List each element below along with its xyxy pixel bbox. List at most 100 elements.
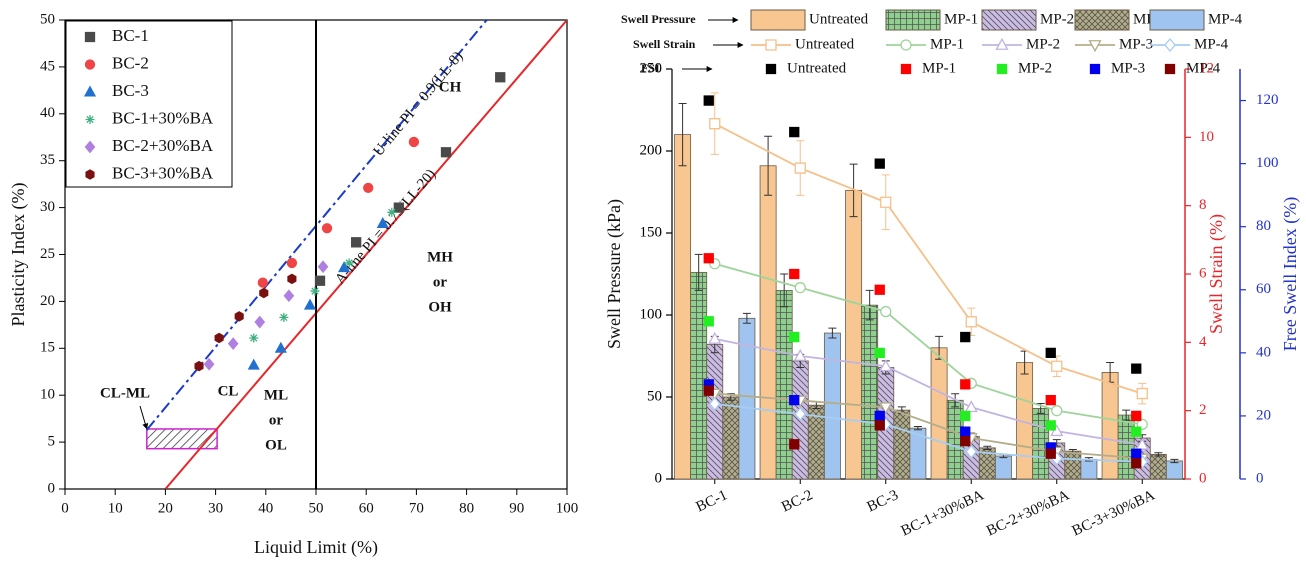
legend-box bbox=[65, 20, 233, 188]
fsi-point bbox=[960, 426, 971, 437]
error-bar bbox=[1170, 458, 1179, 464]
strain-line bbox=[714, 262, 1143, 426]
legend-marker bbox=[765, 63, 777, 75]
zone-annotation: CL bbox=[218, 383, 239, 399]
legend-marker bbox=[900, 39, 912, 51]
bar-series bbox=[690, 253, 1135, 480]
y-tick-label: 200 bbox=[640, 142, 663, 158]
plasticity-chart: 0 10 20 30 40 50 60 70 80 90 100 0 5 10 15 20 25 30 35 40 45… bbox=[8, 11, 578, 558]
x-tick-label: 10 bbox=[108, 500, 123, 516]
x-tick-label: 70 bbox=[409, 500, 424, 516]
point bbox=[408, 136, 420, 148]
strain-point bbox=[1136, 387, 1148, 400]
legend-marker bbox=[84, 140, 96, 154]
reference-line bbox=[146, 20, 488, 431]
error-bar bbox=[913, 426, 922, 431]
zone-arrow bbox=[139, 405, 149, 430]
strain-point bbox=[879, 402, 893, 415]
legend-label: MP-1 bbox=[930, 36, 964, 52]
y3-axis-title: Free Swell Index (%) bbox=[1280, 197, 1301, 351]
y3-tick-label: 20 bbox=[1256, 407, 1271, 423]
legend-swatch bbox=[885, 9, 941, 31]
bar bbox=[1080, 458, 1098, 480]
legend-label: Untreated bbox=[787, 60, 847, 76]
strain-point bbox=[708, 331, 722, 344]
legend-marker bbox=[1088, 40, 1102, 53]
y-tick-label: 10 bbox=[40, 387, 55, 403]
point bbox=[227, 337, 239, 351]
fsi-point bbox=[1131, 458, 1142, 469]
legend-label: BC-1 bbox=[112, 26, 149, 45]
bar bbox=[690, 271, 708, 480]
bar bbox=[759, 165, 777, 480]
legend-label: BC-3 bbox=[112, 81, 149, 100]
y-tick-label: 0 bbox=[48, 480, 56, 496]
error-bar bbox=[983, 445, 992, 450]
fsi-point bbox=[1045, 395, 1056, 406]
y-tick-label: 50 bbox=[647, 388, 662, 404]
legend-label: MP-3 bbox=[1119, 36, 1153, 52]
point bbox=[249, 333, 259, 343]
point bbox=[283, 289, 295, 303]
strain-point bbox=[794, 162, 806, 174]
fsi-point bbox=[789, 331, 800, 343]
x-tick-label: BC-3+30%BA bbox=[1070, 487, 1158, 539]
fsi-point bbox=[703, 385, 714, 396]
point bbox=[234, 311, 244, 322]
zone-annotation: ML bbox=[264, 387, 288, 403]
x-axis-title: Liquid Limit (%) bbox=[254, 537, 378, 558]
strain-point bbox=[964, 400, 978, 413]
point bbox=[440, 147, 452, 158]
series bbox=[257, 136, 420, 288]
reference-line bbox=[164, 20, 567, 489]
point bbox=[376, 217, 389, 229]
fsi-point bbox=[1131, 448, 1142, 459]
legend-marker bbox=[996, 63, 1008, 75]
point bbox=[279, 312, 289, 322]
y2-tick-label: 0 bbox=[1199, 470, 1207, 486]
fsi-point bbox=[960, 331, 971, 343]
strain-point bbox=[709, 118, 721, 130]
y3-tick-label: 120 bbox=[1256, 92, 1279, 108]
bar bbox=[861, 304, 879, 480]
strain-line bbox=[714, 402, 1143, 463]
legend-label: MP-4 bbox=[1194, 36, 1229, 52]
x-tick-label: 50 bbox=[309, 500, 324, 516]
fsi-point bbox=[703, 95, 714, 106]
legend-marker bbox=[995, 37, 1009, 50]
x-tick-label: 0 bbox=[61, 500, 69, 516]
legend-label: MP-4 bbox=[1186, 60, 1221, 76]
error-bar bbox=[694, 253, 703, 291]
zone-annotation: OH bbox=[428, 299, 452, 315]
strain-point bbox=[1051, 405, 1063, 417]
legend-label: BC-3+30%BA bbox=[112, 163, 214, 182]
legend-swatch bbox=[1074, 9, 1130, 31]
fsi-point bbox=[874, 347, 885, 358]
series bbox=[249, 207, 397, 343]
error-bar bbox=[1122, 409, 1131, 421]
strain-line bbox=[714, 338, 1143, 446]
point bbox=[338, 261, 351, 273]
y-tick-label: 30 bbox=[40, 199, 55, 215]
point bbox=[321, 223, 333, 234]
legend-marker bbox=[85, 115, 95, 124]
point bbox=[247, 358, 260, 370]
fsi-point bbox=[789, 268, 800, 280]
x-tick-label: BC-1 bbox=[694, 487, 730, 515]
fsi-point bbox=[1131, 426, 1142, 437]
bar bbox=[722, 396, 740, 480]
y-axis-title: Plasticity Index (%) bbox=[8, 183, 29, 327]
x-tick-label: 40 bbox=[258, 500, 273, 516]
y3-tick-label: 0 bbox=[1256, 470, 1264, 486]
legend-label: BC-1+30%BA bbox=[112, 108, 214, 127]
legend-label: BC-2 bbox=[112, 53, 149, 72]
legend-label: Untreated bbox=[795, 36, 855, 52]
y3-tick-label: 60 bbox=[1256, 281, 1271, 297]
bar bbox=[674, 134, 692, 480]
point bbox=[203, 357, 215, 371]
point bbox=[495, 72, 506, 83]
error-bar bbox=[780, 273, 789, 308]
point bbox=[387, 207, 397, 217]
strain-point bbox=[1051, 360, 1063, 372]
legend-group-label: FSI bbox=[641, 61, 660, 75]
